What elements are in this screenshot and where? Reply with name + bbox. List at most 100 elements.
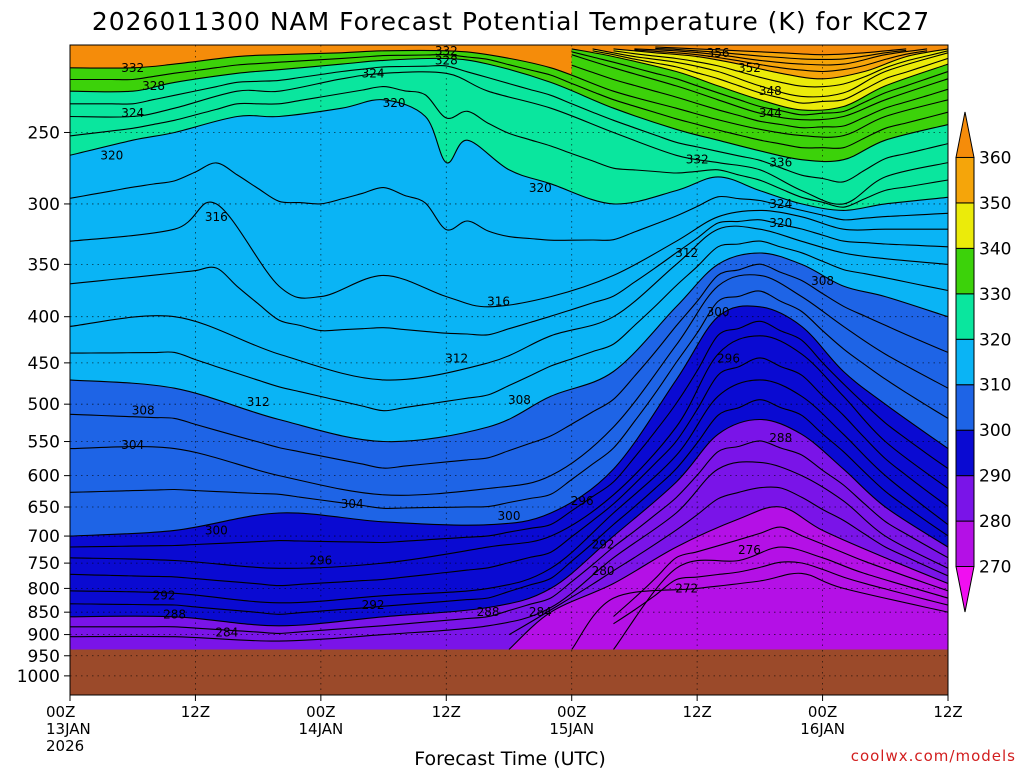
y-tick-label: 800 bbox=[28, 579, 60, 599]
colorbar-tick-label: 270 bbox=[979, 558, 1011, 578]
isentrope-332 bbox=[70, 49, 948, 138]
x-tick-label: 2026 bbox=[46, 737, 84, 755]
isentrope-292 bbox=[70, 379, 948, 604]
colorbar-segment bbox=[955, 475, 975, 522]
credit-text: coolwx.com/models bbox=[851, 747, 1016, 765]
contour-label: 300 bbox=[707, 305, 730, 319]
colorbar-segment bbox=[955, 384, 975, 431]
y-tick-label: 950 bbox=[28, 647, 60, 667]
isentrope-352 bbox=[634, 48, 928, 66]
isentrope-intermediate bbox=[70, 357, 948, 587]
contour-label: 308 bbox=[811, 274, 834, 288]
colorbar-top-arrow bbox=[955, 111, 975, 158]
isentrope-320 bbox=[70, 99, 948, 211]
y-tick-label: 1000 bbox=[17, 667, 60, 687]
y-tick-label: 750 bbox=[28, 554, 60, 574]
isentrope-intermediate bbox=[70, 65, 948, 183]
colorbar-tick-label: 290 bbox=[979, 467, 1011, 487]
x-tick-label: 12Z bbox=[933, 703, 962, 721]
isentrope-intermediate bbox=[592, 50, 948, 104]
contour-label: 296 bbox=[571, 494, 594, 508]
contour-label: 296 bbox=[717, 351, 740, 365]
plot-frame bbox=[69, 44, 949, 696]
contour-label: 288 bbox=[163, 607, 186, 621]
isentrope-intermediate bbox=[70, 162, 948, 241]
x-tick-label: 16JAN bbox=[800, 720, 845, 738]
contour-labels: 3323283243203243323283203203563523483443… bbox=[100, 44, 834, 640]
contour-label: 348 bbox=[759, 84, 782, 98]
contour-label: 276 bbox=[738, 543, 761, 557]
x-tick-label: 14JAN bbox=[298, 720, 343, 738]
isentrope-284 bbox=[70, 461, 948, 642]
isentrope-312 bbox=[70, 225, 948, 381]
colorbar-bottom-arrow bbox=[955, 566, 975, 613]
contour-label: 284 bbox=[529, 605, 552, 619]
contour-label: 324 bbox=[362, 66, 385, 80]
y-tick-label: 650 bbox=[28, 498, 60, 518]
contour-label: 300 bbox=[498, 509, 521, 523]
contour-label: 320 bbox=[529, 181, 552, 195]
isentrope-intermediate bbox=[70, 240, 948, 412]
isentrope-intermediate bbox=[70, 290, 948, 509]
colorbar-tick-label: 330 bbox=[979, 285, 1011, 305]
isentrope-288 bbox=[70, 418, 948, 627]
colorbar-tick-label: 310 bbox=[979, 376, 1011, 396]
y-tick-label: 900 bbox=[28, 626, 60, 646]
isentrope-intermediate bbox=[634, 49, 928, 73]
x-tick-label: 00Z bbox=[46, 703, 75, 721]
colorbar-segment bbox=[955, 520, 975, 568]
contour-label: 328 bbox=[435, 53, 458, 67]
contour-label: 288 bbox=[477, 605, 500, 619]
grid-lines bbox=[70, 45, 948, 695]
colorbar-tick-label: 350 bbox=[979, 194, 1011, 214]
y-tick-label: 450 bbox=[28, 354, 60, 374]
y-tick-label: 550 bbox=[28, 433, 60, 453]
isentrope-276 bbox=[613, 546, 948, 650]
y-axis: 250 300 350 400 450 500 550 600 650 700 750 800 850 9… bbox=[17, 123, 70, 687]
contour-label: 320 bbox=[100, 148, 123, 162]
x-axis-label: Forecast Time (UTC) bbox=[414, 748, 605, 768]
contour-label: 324 bbox=[121, 106, 144, 120]
isentrope-intermediate bbox=[613, 526, 948, 617]
contour-label: 296 bbox=[309, 553, 332, 567]
isentrope-intermediate bbox=[571, 51, 948, 116]
isentrope-348 bbox=[613, 48, 948, 80]
isentrope-intermediate bbox=[70, 320, 948, 548]
contour-label: 308 bbox=[508, 393, 531, 407]
contour-label: 324 bbox=[769, 197, 792, 211]
isentrope-intermediate bbox=[70, 263, 948, 469]
contour-label: 284 bbox=[215, 625, 238, 639]
contour-lines bbox=[70, 46, 948, 650]
contour-label: 332 bbox=[686, 153, 709, 167]
x-tick-label: 00Z bbox=[306, 703, 335, 721]
y-tick-label: 350 bbox=[28, 255, 60, 275]
plot-area bbox=[70, 45, 948, 695]
isentrope-intermediate bbox=[70, 399, 948, 615]
y-tick-label: 400 bbox=[28, 308, 60, 328]
isentrope-intermediate bbox=[70, 86, 948, 208]
contour-label: 356 bbox=[707, 46, 730, 60]
isentrope-intermediate bbox=[508, 486, 948, 636]
contour-label: 300 bbox=[205, 523, 228, 537]
contour-label: 288 bbox=[769, 431, 792, 445]
isentrope-intermediate bbox=[613, 50, 948, 88]
colorbar-segment bbox=[955, 293, 975, 340]
contour-label: 316 bbox=[205, 210, 228, 224]
y-tick-label: 500 bbox=[28, 395, 60, 415]
contour-label: 328 bbox=[142, 79, 165, 93]
isentrope-296 bbox=[70, 335, 948, 569]
contour-label: 308 bbox=[132, 403, 155, 417]
contour-label: 320 bbox=[769, 216, 792, 230]
isentrope-intermediate bbox=[70, 440, 948, 634]
x-tick-label: 12Z bbox=[682, 703, 711, 721]
contour-label: 292 bbox=[592, 537, 615, 551]
colorbar-tick-label: 360 bbox=[979, 148, 1011, 168]
contour-label: 336 bbox=[769, 156, 792, 170]
isentrope-328 bbox=[70, 57, 948, 163]
colorbar-segment bbox=[955, 202, 975, 249]
colorbar-tick-label: 340 bbox=[979, 239, 1011, 259]
isentrope-intermediate bbox=[613, 561, 948, 625]
isentrope-344 bbox=[592, 48, 948, 98]
